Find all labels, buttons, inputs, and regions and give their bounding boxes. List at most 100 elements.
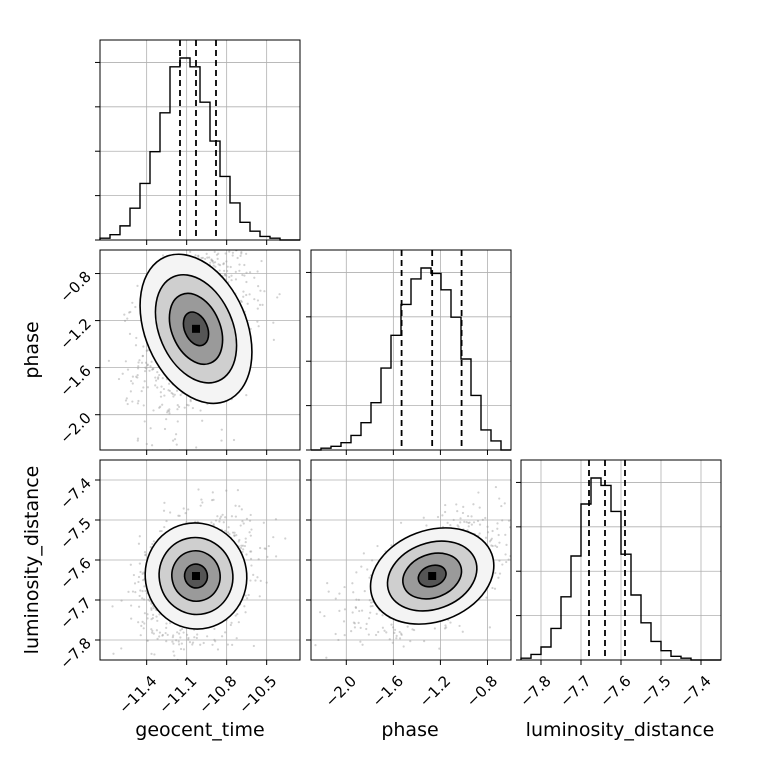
sample-point: [144, 361, 148, 364]
x-tick-label: −10.8: [195, 672, 240, 717]
sample-point: [150, 608, 153, 611]
sample-point: [134, 344, 138, 347]
sample-point: [161, 403, 164, 406]
sample-point: [472, 503, 475, 506]
sample-point: [181, 501, 183, 503]
sample-point: [357, 621, 360, 624]
sample-point: [123, 313, 126, 316]
sample-point: [241, 520, 244, 523]
sample-point: [503, 502, 506, 505]
sample-point: [263, 290, 266, 293]
sample-point: [377, 630, 380, 634]
y-tick-label: −7.7: [56, 594, 94, 632]
sample-point: [228, 533, 231, 536]
sample-point: [218, 264, 222, 267]
sample-point: [494, 485, 498, 489]
sample-point: [249, 579, 252, 582]
sample-point: [494, 544, 497, 547]
y-tick-label: −1.6: [56, 362, 94, 400]
sample-point: [182, 631, 185, 634]
sample-point: [216, 648, 220, 651]
y-tick-label: −7.5: [56, 514, 94, 552]
sample-point: [170, 391, 173, 395]
sample-point: [522, 556, 524, 558]
sample-point: [456, 524, 459, 527]
sample-point: [245, 553, 248, 556]
sample-point: [141, 354, 144, 357]
sample-point: [252, 232, 254, 234]
sample-point: [459, 517, 462, 520]
sample-point: [142, 345, 145, 348]
sample-point: [227, 526, 230, 529]
sample-point: [488, 626, 491, 629]
sample-point: [150, 444, 154, 447]
sample-point: [449, 621, 452, 624]
x-tick-label: −7.8: [516, 672, 554, 710]
sample-point: [254, 579, 257, 582]
sample-point: [496, 522, 499, 525]
sample-point: [244, 541, 247, 544]
sample-point: [136, 402, 139, 405]
sample-point: [248, 531, 251, 534]
sample-point: [182, 648, 186, 651]
sample-point: [213, 627, 216, 630]
sample-point: [365, 627, 368, 631]
sample-point: [227, 235, 229, 237]
contour-line: [369, 527, 495, 625]
sample-point: [507, 558, 510, 561]
sample-point: [131, 375, 135, 378]
sample-point: [165, 519, 168, 523]
sample-point: [155, 629, 158, 632]
x-tick-label: −11.1: [155, 672, 200, 717]
sample-point: [162, 387, 166, 391]
sample-point: [172, 395, 175, 398]
sample-point: [240, 251, 243, 254]
sample-point: [253, 298, 256, 301]
sample-point: [187, 508, 190, 511]
sample-point: [242, 548, 245, 551]
x-tick-label: −0.8: [463, 672, 501, 710]
sample-point: [132, 573, 135, 577]
sample-point: [142, 571, 145, 574]
axes-frame: [310, 459, 512, 661]
sample-point: [496, 527, 499, 530]
sample-point: [461, 511, 465, 515]
sample-point: [151, 367, 154, 371]
sample-point: [187, 636, 190, 640]
sample-point: [134, 591, 137, 594]
sample-point: [178, 643, 181, 646]
sample-point: [167, 410, 171, 413]
x-tick-label: −11.4: [115, 672, 160, 717]
sample-point: [225, 274, 228, 277]
sample-point: [485, 596, 488, 599]
sample-point: [495, 545, 499, 549]
sample-point: [314, 644, 317, 647]
sample-point: [239, 299, 243, 302]
sample-point: [200, 256, 203, 260]
sample-point: [163, 525, 166, 529]
sample-point: [484, 516, 487, 520]
sample-point: [146, 386, 149, 389]
sample-point: [212, 264, 215, 267]
sample-point: [230, 279, 233, 282]
sample-point: [158, 631, 162, 634]
sample-point: [498, 572, 502, 575]
sample-point: [135, 375, 138, 378]
sample-point: [129, 310, 132, 314]
sample-point: [141, 590, 144, 593]
sample-point: [233, 534, 236, 538]
sample-point: [222, 521, 225, 524]
sample-point: [161, 376, 164, 380]
sample-point: [166, 411, 169, 414]
sample-point: [249, 557, 253, 561]
sample-point: [223, 274, 227, 277]
sample-point: [145, 349, 148, 352]
sample-point: [156, 386, 159, 389]
sample-point: [150, 631, 154, 634]
sample-point: [129, 563, 132, 566]
sample-point: [359, 626, 362, 629]
sample-point: [233, 531, 236, 534]
sample-point: [225, 489, 228, 492]
sample-point: [162, 509, 166, 512]
sample-point: [498, 497, 501, 500]
